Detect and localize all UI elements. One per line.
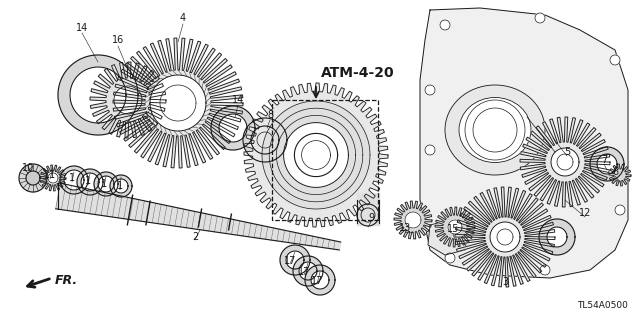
Circle shape xyxy=(425,85,435,95)
Polygon shape xyxy=(305,265,335,295)
Text: 16: 16 xyxy=(112,35,124,45)
Text: 11: 11 xyxy=(44,170,56,180)
Text: 2: 2 xyxy=(192,232,198,242)
Polygon shape xyxy=(269,108,363,202)
Polygon shape xyxy=(77,169,103,195)
Text: 1: 1 xyxy=(117,181,123,191)
Polygon shape xyxy=(394,201,432,239)
Text: ATM-4-20: ATM-4-20 xyxy=(321,66,395,80)
Polygon shape xyxy=(64,170,84,190)
Text: 13: 13 xyxy=(399,223,411,233)
Circle shape xyxy=(445,253,455,263)
Text: 8: 8 xyxy=(267,110,273,120)
Polygon shape xyxy=(150,75,206,131)
Text: 17: 17 xyxy=(284,256,296,266)
Polygon shape xyxy=(219,114,247,142)
Polygon shape xyxy=(280,245,310,275)
Polygon shape xyxy=(114,179,128,193)
Ellipse shape xyxy=(445,85,545,175)
Text: 1: 1 xyxy=(85,176,91,186)
Polygon shape xyxy=(90,62,166,138)
Polygon shape xyxy=(60,166,88,194)
Text: 1: 1 xyxy=(69,173,75,183)
Polygon shape xyxy=(428,220,468,255)
Polygon shape xyxy=(19,164,47,192)
Polygon shape xyxy=(251,126,279,154)
Polygon shape xyxy=(114,86,142,114)
Circle shape xyxy=(535,13,545,23)
Polygon shape xyxy=(597,154,617,174)
Polygon shape xyxy=(455,187,555,287)
Polygon shape xyxy=(435,207,475,247)
Polygon shape xyxy=(293,256,323,286)
Polygon shape xyxy=(547,227,567,247)
Polygon shape xyxy=(70,67,126,123)
Text: 12: 12 xyxy=(579,208,591,218)
Polygon shape xyxy=(590,147,624,181)
Text: TL54A0500: TL54A0500 xyxy=(577,300,628,309)
Text: 17: 17 xyxy=(298,267,310,277)
Polygon shape xyxy=(113,38,243,168)
Text: 15: 15 xyxy=(447,224,459,234)
Text: FR.: FR. xyxy=(55,273,78,286)
Circle shape xyxy=(425,145,435,155)
Polygon shape xyxy=(551,148,579,176)
Polygon shape xyxy=(420,8,628,278)
Text: 5: 5 xyxy=(564,147,570,157)
Polygon shape xyxy=(56,183,340,250)
Text: 14: 14 xyxy=(232,95,244,105)
Text: 17: 17 xyxy=(311,276,323,286)
Ellipse shape xyxy=(361,208,375,222)
Ellipse shape xyxy=(357,204,379,226)
Polygon shape xyxy=(40,165,66,191)
Polygon shape xyxy=(26,171,40,185)
Circle shape xyxy=(440,20,450,30)
Text: 1: 1 xyxy=(101,179,107,189)
Polygon shape xyxy=(110,175,132,197)
Polygon shape xyxy=(98,176,114,192)
Polygon shape xyxy=(211,106,255,150)
Polygon shape xyxy=(284,122,348,187)
Polygon shape xyxy=(81,173,99,191)
Polygon shape xyxy=(357,193,379,225)
Text: 7: 7 xyxy=(601,155,607,165)
Polygon shape xyxy=(262,101,370,209)
Text: 9: 9 xyxy=(368,213,374,223)
Circle shape xyxy=(540,265,550,275)
Ellipse shape xyxy=(459,98,531,162)
Circle shape xyxy=(610,55,620,65)
Polygon shape xyxy=(311,271,329,289)
Polygon shape xyxy=(244,83,388,227)
Text: 4: 4 xyxy=(180,13,186,23)
Circle shape xyxy=(615,205,625,215)
Polygon shape xyxy=(243,118,287,162)
Polygon shape xyxy=(448,220,462,234)
Text: 14: 14 xyxy=(76,23,88,33)
Polygon shape xyxy=(520,117,610,207)
Text: 3: 3 xyxy=(502,277,508,287)
Polygon shape xyxy=(48,173,58,183)
Polygon shape xyxy=(609,164,631,186)
Polygon shape xyxy=(58,55,138,135)
Bar xyxy=(272,100,378,220)
Polygon shape xyxy=(405,212,421,228)
Polygon shape xyxy=(294,133,338,177)
Polygon shape xyxy=(276,115,356,195)
Polygon shape xyxy=(299,262,317,280)
Polygon shape xyxy=(286,251,304,269)
Polygon shape xyxy=(94,172,118,196)
Polygon shape xyxy=(539,219,575,255)
Text: 6: 6 xyxy=(612,167,618,177)
Polygon shape xyxy=(490,222,520,252)
Polygon shape xyxy=(160,85,196,121)
Text: 10: 10 xyxy=(22,163,34,173)
